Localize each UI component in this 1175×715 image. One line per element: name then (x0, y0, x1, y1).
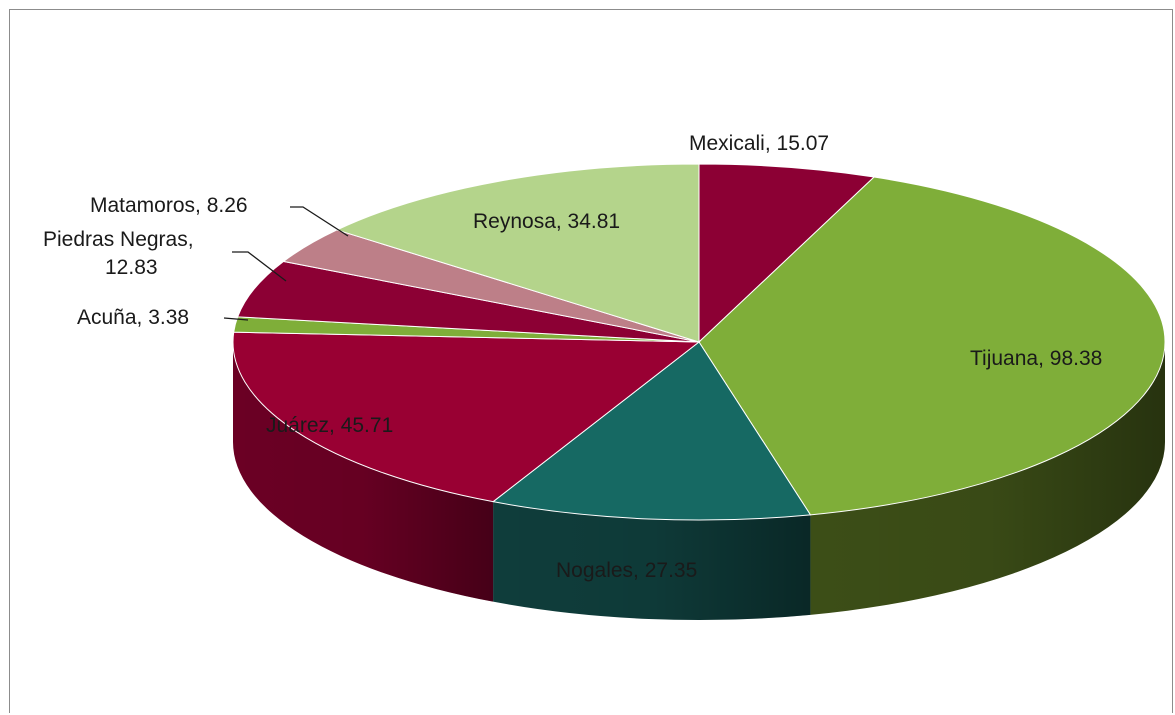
data-labels: Mexicali, 15.07 Tijuana, 98.38 Nogales, … (43, 132, 1102, 582)
pie-slice-tijuana (698, 176, 1166, 516)
leader-line-matamoros (290, 206, 349, 237)
leader-line-piedras-negras (232, 251, 287, 282)
pie-slice-juarez (232, 331, 701, 503)
pie-sides (233, 342, 1165, 620)
leader-line-acuna (223, 317, 249, 321)
data-label-juarez: Juárez, 45.71 (266, 414, 393, 437)
leader-lines (223, 206, 349, 321)
pie-tops (232, 163, 1166, 521)
data-label-piedras-negras-line2: 12.83 (105, 256, 158, 279)
data-label-mexicali: Mexicali, 15.07 (689, 132, 829, 155)
data-label-acuna: Acuña, 3.38 (77, 306, 189, 329)
data-label-matamoros: Matamoros, 8.26 (90, 194, 248, 217)
data-label-nogales: Nogales, 27.35 (556, 559, 697, 582)
data-label-piedras-negras-line1: Piedras Negras, (43, 228, 194, 251)
pie-slice-reynosa (335, 163, 700, 343)
pie-slice-mexicali (698, 163, 876, 344)
pie-slice-piedras-negras (236, 260, 700, 343)
pie-side-shade-juarez (233, 342, 494, 602)
pie-slice-nogales (491, 341, 812, 521)
data-label-tijuana: Tijuana, 98.38 (970, 347, 1102, 370)
pie-side-shade-nogales (493, 501, 811, 620)
pie-side-shade-tijuana (810, 342, 1165, 615)
data-label-reynosa: Reynosa, 34.81 (473, 210, 620, 233)
